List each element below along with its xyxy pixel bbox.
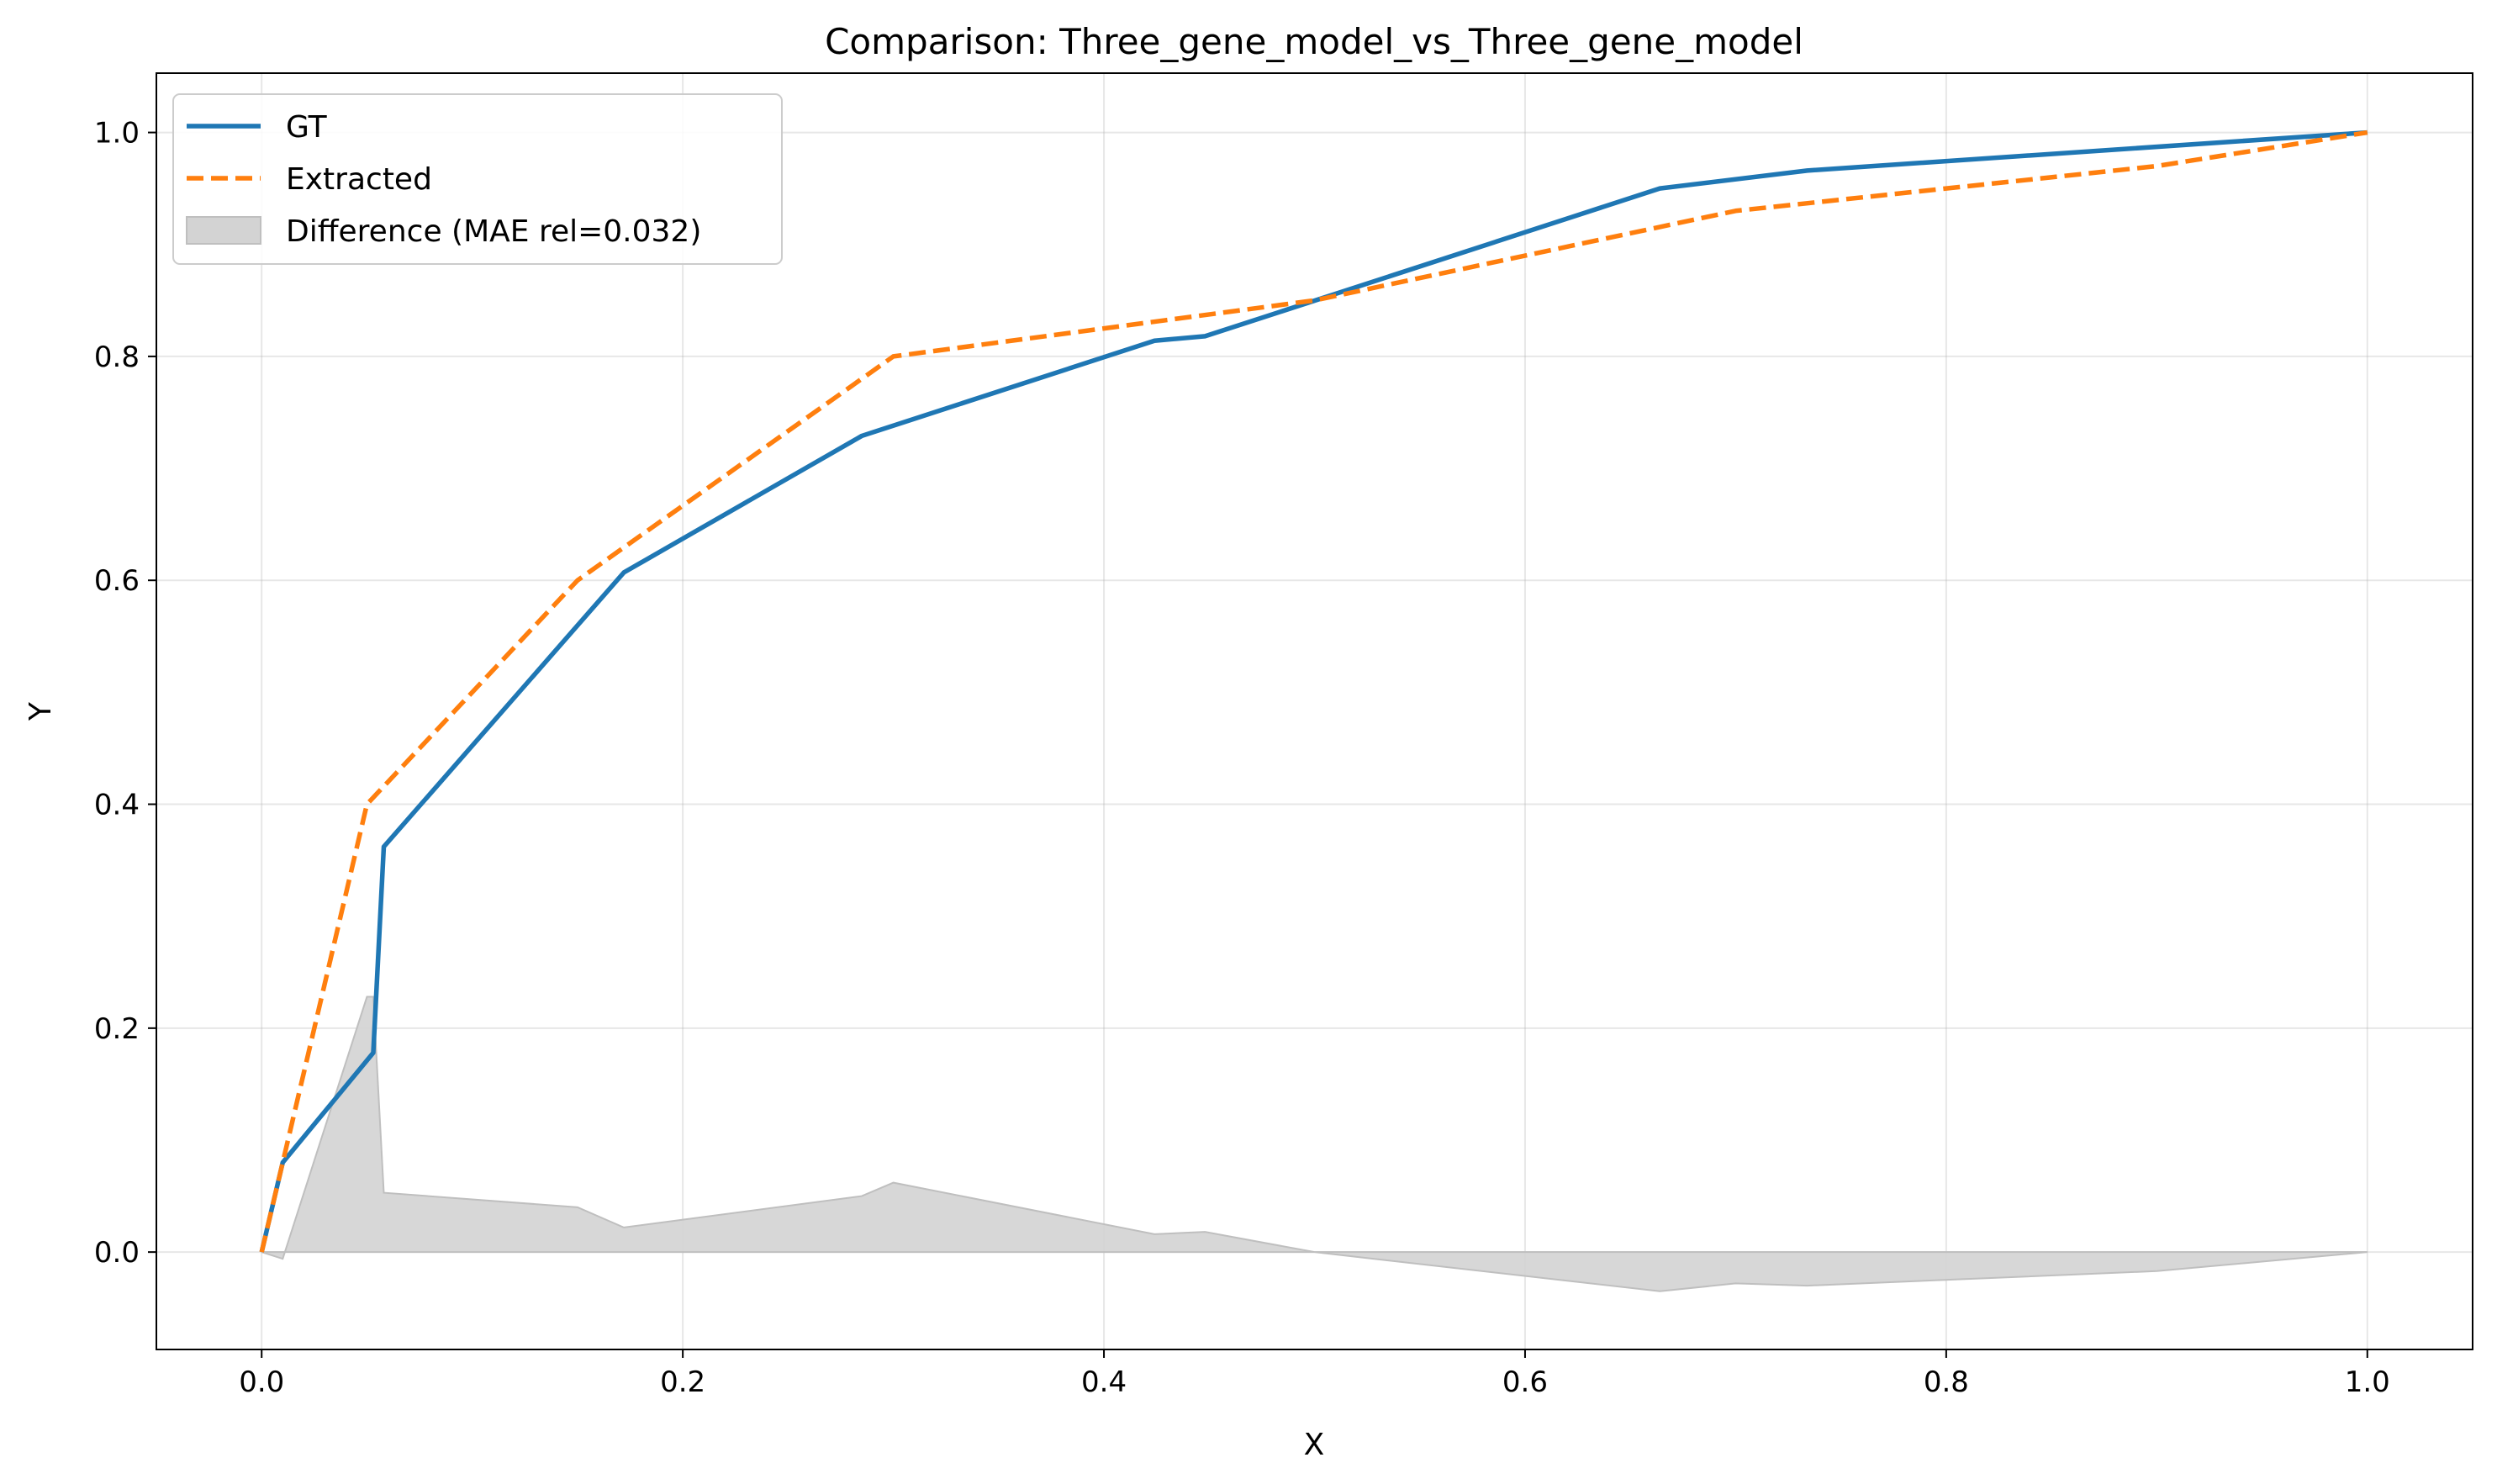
plot-frame xyxy=(156,72,2473,1350)
x-tick-label: 1.0 xyxy=(2345,1365,2390,1399)
chart-title: Comparison: Three_gene_model_vs_Three_ge… xyxy=(825,21,1803,62)
y-tick-label: 1.0 xyxy=(94,117,140,151)
y-tick-label: 0.4 xyxy=(94,789,140,822)
x-tick-label: 0.6 xyxy=(1502,1365,1548,1399)
x-tick-label: 0.0 xyxy=(239,1365,284,1399)
series-line-gt xyxy=(259,129,2368,1253)
legend-label: Extracted xyxy=(286,162,432,197)
legend-label: Difference (MAE rel=0.032) xyxy=(286,214,701,249)
legend-label: GT xyxy=(286,110,328,145)
legend-box xyxy=(172,93,783,265)
difference-area xyxy=(261,995,2368,1292)
difference-area-layer xyxy=(261,995,2368,1292)
y-tick-label: 0.0 xyxy=(94,1236,140,1270)
x-tick-label: 0.8 xyxy=(1924,1365,1969,1399)
axis-ticks: 0.0 0.2 0.4 0.6 0.8 1.0 0.0 0.2 0.4 0.6 0.8 1.0 xyxy=(94,117,2390,1399)
legend: GT Extracted Difference (MAE rel=0.032) xyxy=(172,93,783,265)
y-axis-label: Y xyxy=(24,701,58,721)
y-tick-label: 0.2 xyxy=(94,1012,140,1046)
y-tick-label: 0.8 xyxy=(94,341,140,374)
series-line-extracted xyxy=(259,129,2368,1253)
x-axis-label: X xyxy=(1304,1428,1325,1462)
legend-swatch xyxy=(186,216,261,245)
series-layer xyxy=(259,129,2368,1253)
x-tick-label: 0.2 xyxy=(660,1365,705,1399)
y-tick-label: 0.6 xyxy=(94,564,140,598)
x-tick-label: 0.4 xyxy=(1081,1365,1127,1399)
